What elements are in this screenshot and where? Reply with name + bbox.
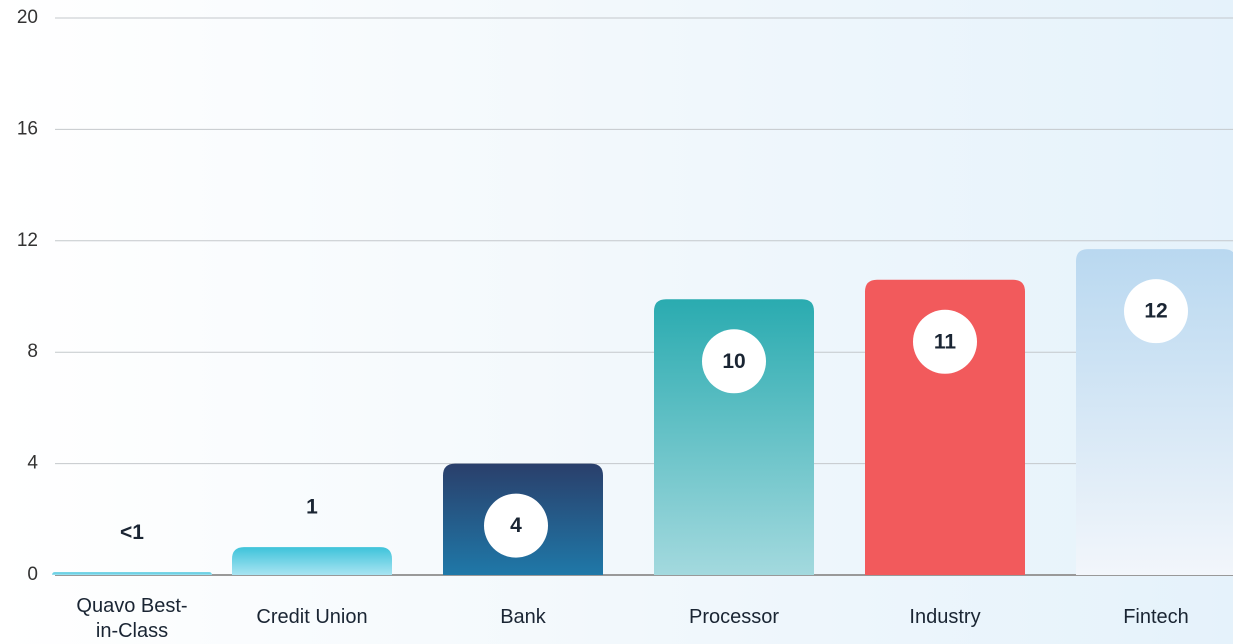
value-badge <box>1124 279 1188 344</box>
x-tick-label: Quavo Best-in-Class <box>76 595 188 642</box>
bar <box>1076 249 1233 575</box>
value-label: 10 <box>722 350 745 373</box>
x-tick-label: Fintech <box>1123 606 1189 628</box>
x-tick-label: Industry <box>909 606 981 628</box>
y-tick-label: 8 <box>27 341 38 362</box>
x-tick-label: Processor <box>688 606 780 628</box>
value-badge <box>913 309 977 374</box>
bar <box>232 547 392 575</box>
value-badge <box>484 493 548 558</box>
value-label: 12 <box>1144 300 1167 323</box>
x-tick-label: Bank <box>500 606 546 628</box>
y-tick-label: 0 <box>27 564 38 585</box>
y-tick-label: 4 <box>27 453 38 474</box>
bar <box>52 572 212 575</box>
y-tick-label: 12 <box>17 230 38 251</box>
value-label: 4 <box>510 514 522 537</box>
x-tick-label: Credit Union <box>256 606 368 628</box>
bar <box>654 299 814 575</box>
y-tick-label: 20 <box>17 7 38 28</box>
value-badge <box>702 329 766 394</box>
value-label: <1 <box>120 521 144 544</box>
y-tick-label: 16 <box>17 118 38 139</box>
bar <box>865 279 1025 575</box>
value-label: 1 <box>306 496 318 519</box>
value-label: 11 <box>934 330 957 353</box>
